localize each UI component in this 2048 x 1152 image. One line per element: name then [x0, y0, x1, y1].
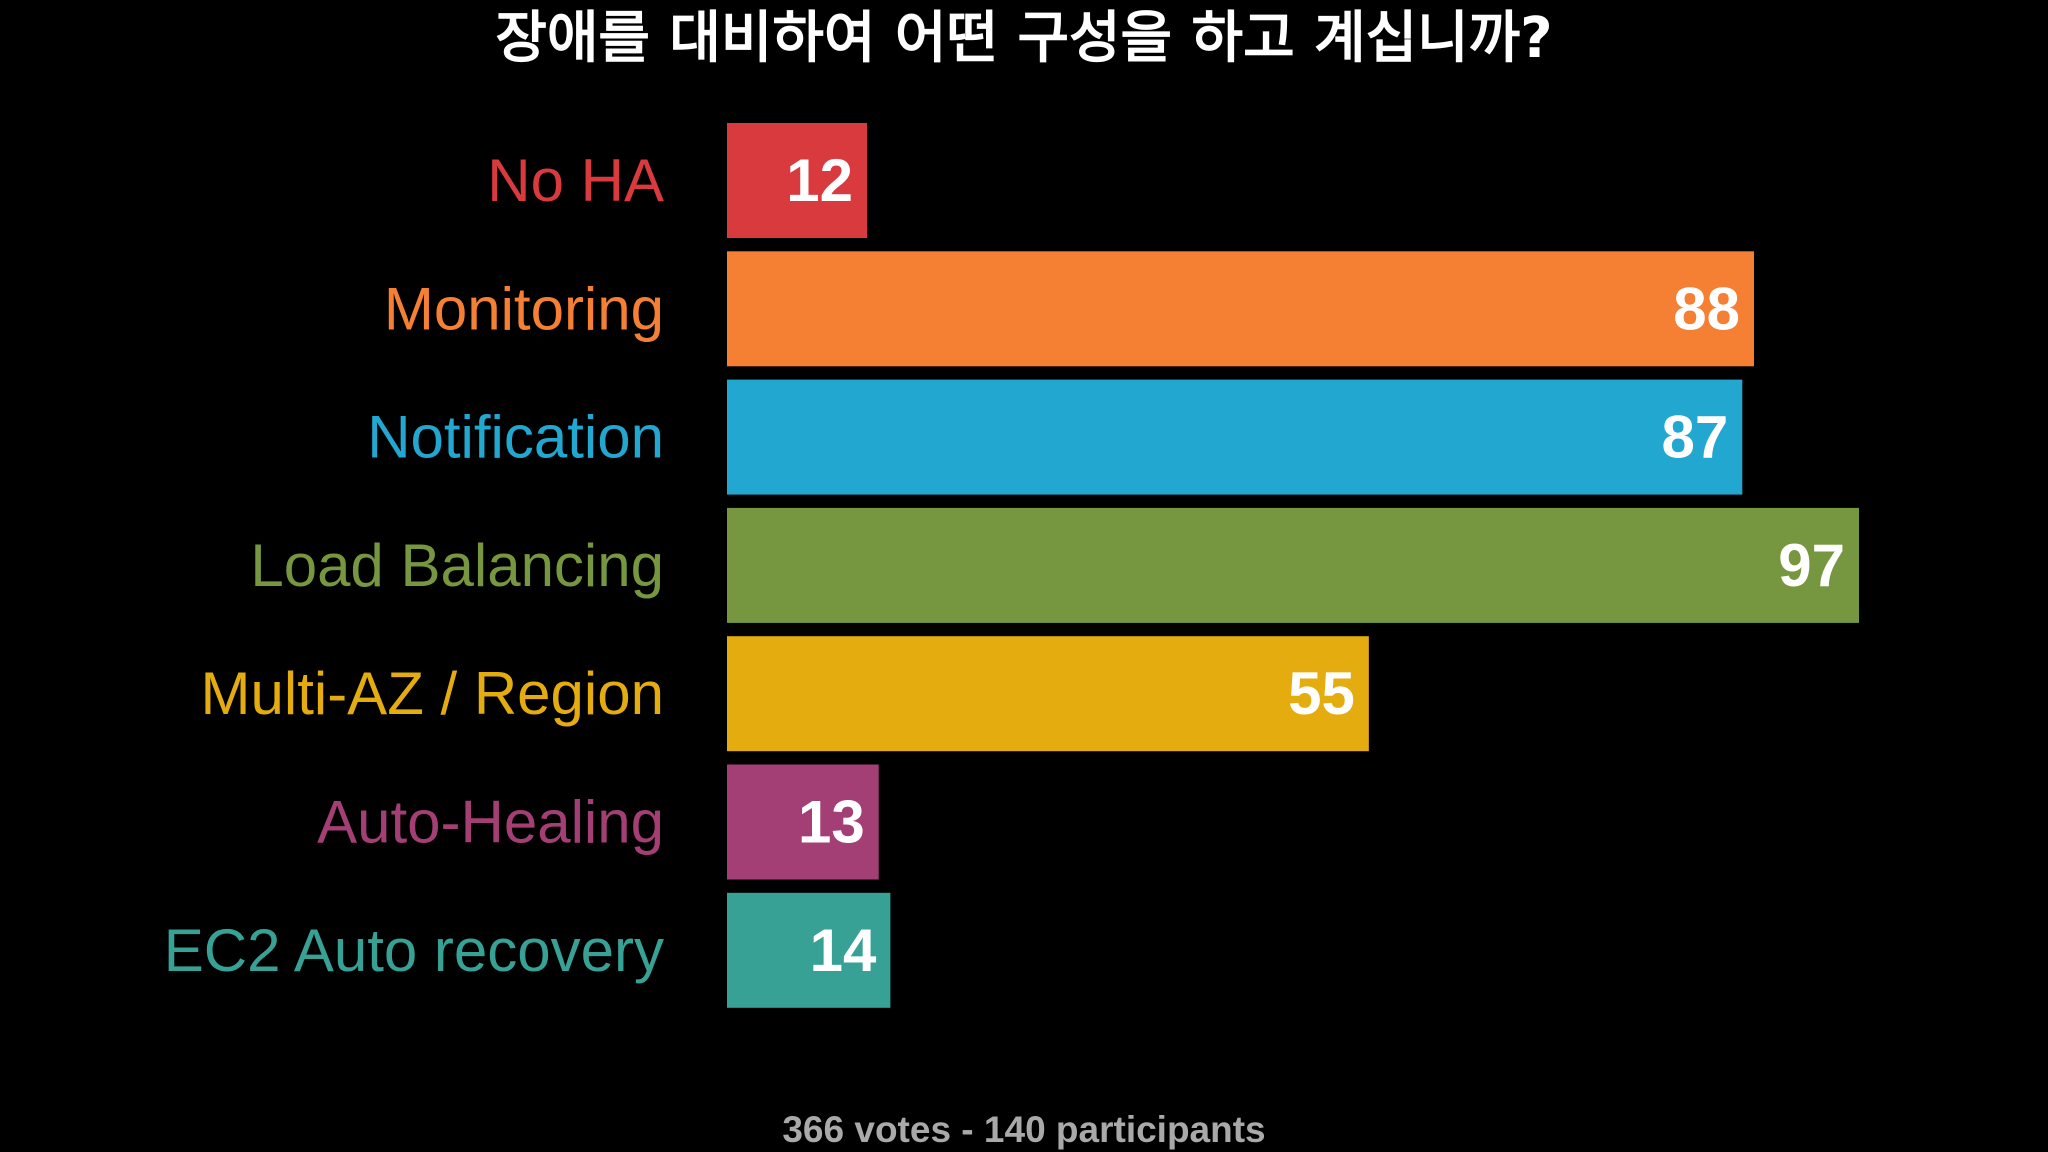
- value-label-2: 87: [1662, 404, 1729, 471]
- category-label-3: Load Balancing: [250, 532, 664, 599]
- category-label-5: Auto-Healing: [317, 789, 664, 856]
- value-label-0: 12: [786, 147, 853, 214]
- value-label-1: 88: [1673, 275, 1740, 342]
- chart-title: 장애를 대비하여 어떤 구성을 하고 계십니까?: [495, 6, 1553, 71]
- value-label-5: 13: [798, 789, 865, 856]
- bar-5: [727, 764, 879, 880]
- bar-3: [727, 507, 1859, 623]
- bar-6: [727, 892, 891, 1008]
- value-label-4: 55: [1288, 660, 1355, 727]
- vote-summary: 366 votes - 140 participants: [782, 1109, 1266, 1150]
- bar-4: [727, 636, 1369, 752]
- bar-2: [727, 379, 1743, 495]
- value-label-3: 97: [1778, 532, 1845, 599]
- category-label-1: Monitoring: [384, 275, 664, 342]
- category-label-4: Multi-AZ / Region: [201, 660, 664, 727]
- category-label-6: EC2 Auto recovery: [164, 917, 664, 984]
- category-label-0: No HA: [487, 147, 664, 214]
- bar-0: [727, 123, 868, 238]
- value-label-6: 14: [810, 917, 877, 984]
- bar-1: [727, 251, 1754, 367]
- category-label-2: Notification: [367, 404, 664, 471]
